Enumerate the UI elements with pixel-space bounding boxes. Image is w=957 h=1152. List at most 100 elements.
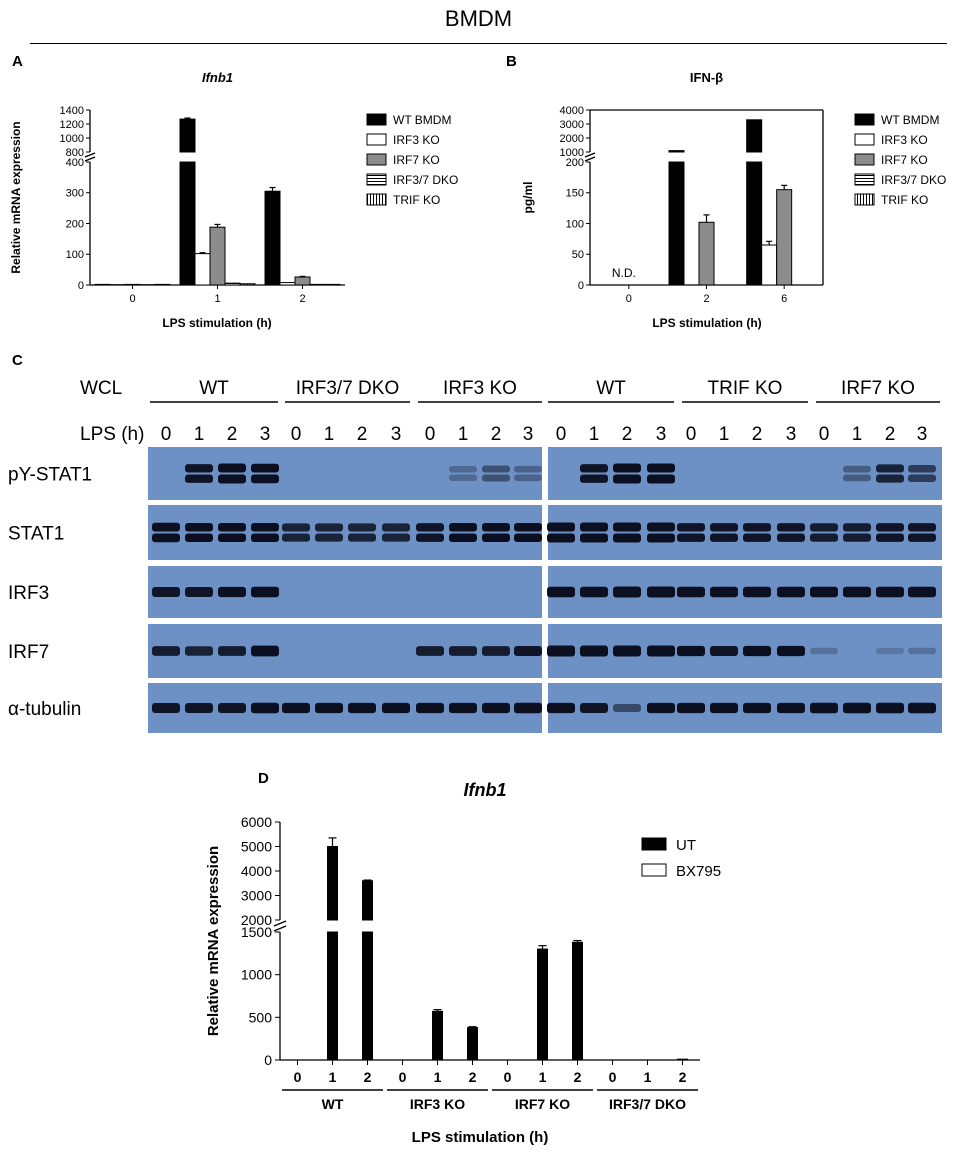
blot-band <box>876 474 904 483</box>
blot-timepoint-label: 1 <box>324 424 335 445</box>
a-bar <box>224 282 241 286</box>
blot-band <box>876 533 904 542</box>
blot-band <box>580 533 608 543</box>
blot-timepoint-label: 3 <box>656 424 667 445</box>
a-bar <box>309 283 326 286</box>
blot-band <box>580 703 608 713</box>
blot-band <box>777 533 805 542</box>
blot-row-label: IRF3 <box>8 583 49 604</box>
blot-timepoint-label: 2 <box>357 424 368 445</box>
d-x-tick-label: 0 <box>504 1069 512 1085</box>
b-y-tick-label: 200 <box>566 157 584 169</box>
blot-band <box>482 474 510 482</box>
d-bar <box>327 846 338 921</box>
d-legend-swatch <box>641 837 667 851</box>
d-title: Ifnb1 <box>464 780 507 800</box>
blot-band <box>743 586 771 598</box>
blot-band <box>514 465 542 473</box>
blot-band <box>710 523 738 532</box>
b-legend-swatch <box>854 173 875 186</box>
blot-band <box>710 702 738 714</box>
blot-band <box>185 703 213 713</box>
blot-band <box>251 586 279 598</box>
blot-band <box>449 646 477 656</box>
blot-band <box>613 474 641 484</box>
blot-timepoint-label: 3 <box>786 424 797 445</box>
blot-band <box>547 533 575 543</box>
blot-band <box>416 533 444 542</box>
blot-band <box>382 702 410 714</box>
blot-band <box>613 586 641 598</box>
blot-timepoint-label: 3 <box>917 424 928 445</box>
blot-membrane-left <box>148 447 542 500</box>
b-bar <box>746 161 763 286</box>
b-y-tick-label: 1000 <box>560 147 584 159</box>
a-bar <box>209 226 226 286</box>
blot-band <box>449 702 477 714</box>
blot-band <box>613 704 641 712</box>
blot-band <box>677 586 705 598</box>
b-x-axis-label: LPS stimulation (h) <box>652 316 761 330</box>
b-legend-label: IRF7 KO <box>881 153 928 167</box>
d-y-tick-label: 0 <box>264 1052 272 1068</box>
b-bar <box>761 244 778 286</box>
blot-timepoint-label: 2 <box>491 424 502 445</box>
a-x-tick-label: 1 <box>214 293 220 305</box>
blot-band <box>449 466 477 473</box>
blot-band <box>647 474 675 484</box>
blot-band <box>218 522 246 532</box>
a-legend-label: IRF7 KO <box>393 153 440 167</box>
blot-band <box>449 474 477 481</box>
d-y-tick-label: 1000 <box>241 967 272 983</box>
blot-timepoint-label: 0 <box>556 424 567 445</box>
blot-timepoint-label: 2 <box>227 424 238 445</box>
blot-band <box>647 533 675 543</box>
blot-band <box>416 702 444 714</box>
a-y-axis-label: Relative mRNA expression <box>9 121 23 273</box>
a-y-tick-label: 400 <box>66 157 84 169</box>
d-axis-break-mark <box>273 925 287 932</box>
blot-band <box>647 586 675 598</box>
blot-band <box>185 646 213 656</box>
western-blot: WCL LPS (h) WT IRF3/7 DKO IRF3 KO WT TRIF KO IR… <box>8 378 942 733</box>
blot-band <box>348 533 376 542</box>
blot-band <box>647 702 675 714</box>
b-y-axis-label: pg/ml <box>521 182 535 214</box>
blot-timepoint-label: 2 <box>752 424 763 445</box>
blot-band <box>251 645 279 657</box>
d-legend-swatch <box>641 863 667 877</box>
blot-timepoint-label: 3 <box>260 424 271 445</box>
a-y-tick-label: 1400 <box>60 105 84 117</box>
blot-band <box>514 474 542 482</box>
blot-band <box>416 523 444 532</box>
d-x-tick-label: 2 <box>574 1069 582 1085</box>
blot-band <box>908 702 936 714</box>
blot-membrane-right <box>548 505 942 560</box>
d-x-tick-label: 0 <box>294 1069 302 1085</box>
blot-timepoint-label: 1 <box>589 424 600 445</box>
blot-band <box>580 464 608 473</box>
a-bar <box>264 190 281 286</box>
blot-band <box>251 463 279 473</box>
blot-band <box>908 533 936 542</box>
blot-group-label: IRF7 KO <box>841 378 915 399</box>
a-legend-label: IRF3 KO <box>393 133 440 147</box>
title-rule <box>30 43 947 44</box>
blot-band <box>647 522 675 532</box>
blot-band <box>382 523 410 532</box>
blot-timepoint-label: 1 <box>194 424 205 445</box>
panel-letter-c: C <box>12 352 23 369</box>
blot-timepoint-label: 2 <box>885 424 896 445</box>
blot-band <box>547 645 575 657</box>
a-legend-label: IRF3/7 DKO <box>393 173 458 187</box>
a-bar <box>94 283 111 286</box>
b-bar <box>698 221 715 286</box>
blot-band <box>710 586 738 598</box>
blot-timepoint-label: 2 <box>622 424 633 445</box>
b-x-tick-label: 2 <box>703 293 709 305</box>
blot-row-label: pY-STAT1 <box>8 465 92 486</box>
blot-wcl-label: WCL <box>80 378 122 399</box>
a-y-tick-label: 200 <box>66 218 84 230</box>
blot-band <box>152 646 180 656</box>
a-axis-break-mark <box>84 156 96 162</box>
